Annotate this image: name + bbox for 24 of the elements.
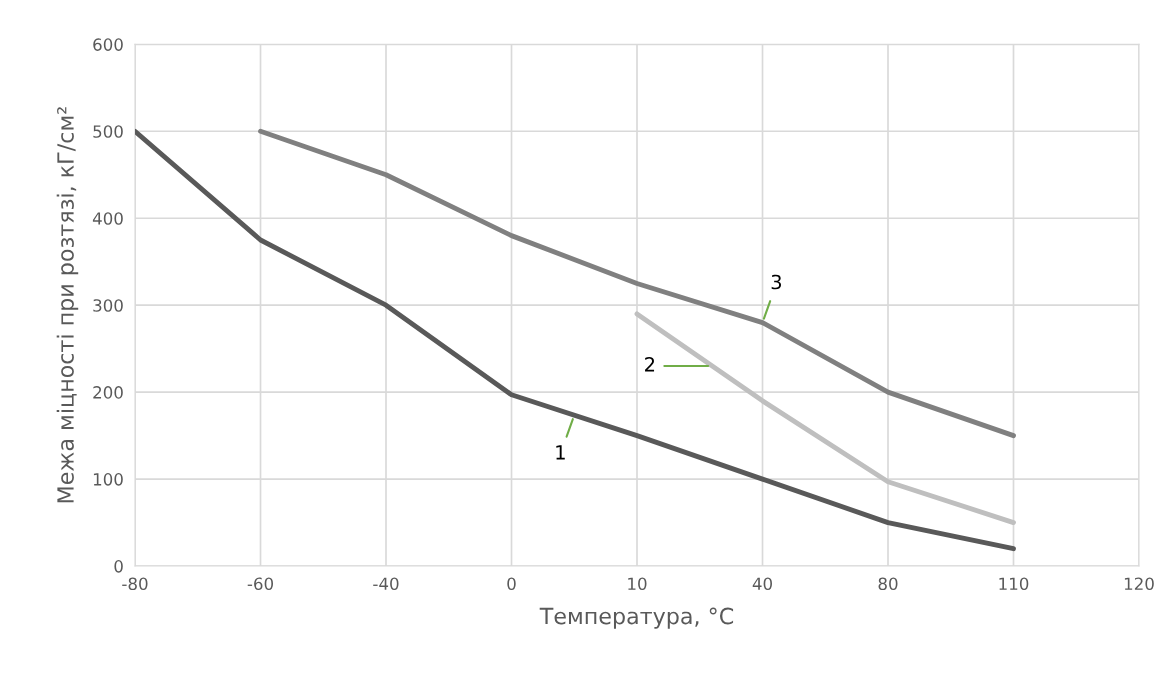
series-label: 1 (556, 445, 565, 460)
y-tick-label: 300 (93, 299, 123, 312)
series-label: 2 (645, 357, 655, 372)
line-series (634, 311, 1016, 526)
y-tick-label: 200 (93, 386, 123, 399)
x-tick-label: -40 (373, 577, 399, 591)
x-tick-label: 110 (999, 577, 1029, 591)
y-tick-label: 0 (114, 560, 123, 573)
y-tick-label: 100 (93, 473, 123, 486)
x-axis-title: Температура, °C (539, 607, 734, 629)
x-tick-label: 40 (752, 577, 772, 591)
x-tick-label: 10 (628, 577, 647, 591)
series-label: 3 (771, 274, 782, 290)
y-tick-label: 500 (93, 125, 123, 138)
x-tick-label: -80 (122, 577, 148, 591)
line-series (135, 128, 1016, 552)
x-tick-label: 80 (878, 577, 898, 591)
y-tick-label: 400 (92, 212, 123, 225)
x-tick-label: 0 (507, 577, 516, 591)
x-tick-label: 120 (1124, 577, 1154, 591)
line-series (258, 128, 1016, 439)
x-tick-label: -60 (247, 577, 274, 591)
y-axis-title: Межа міцності при розтязі, кГ/см² (56, 107, 79, 503)
y-tick-label: 600 (93, 38, 123, 51)
